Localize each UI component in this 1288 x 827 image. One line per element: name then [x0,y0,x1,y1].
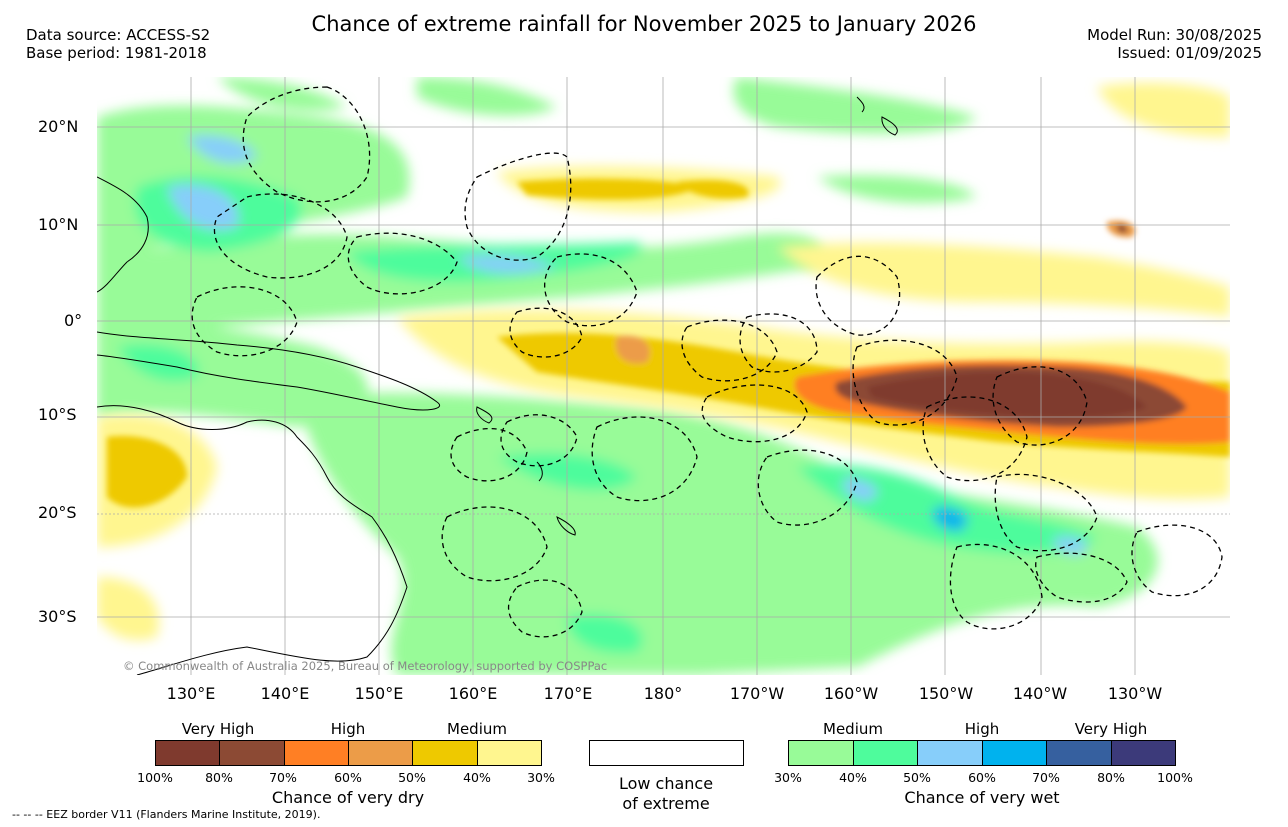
metadata-right: Model Run: 30/08/2025 Issued: 01/09/2025 [1087,26,1262,62]
rainfall-map [97,77,1230,675]
dry-swatch-4 [348,741,414,765]
dry-caption: Chance of very dry [271,788,425,807]
dry-swatch-3 [284,741,349,765]
lon-label-180: 180° [643,684,683,703]
lon-label-140w: 140°W [1012,684,1068,703]
new-caledonia-coastline [556,516,576,536]
model-run-label: Model Run: 30/08/2025 [1087,26,1262,44]
data-source-label: Data source: ACCESS-S2 [26,26,211,44]
wet-heading-medium: Medium [823,720,883,738]
wet-anomaly-layer [97,77,1158,675]
dry-tick: 30% [527,770,555,785]
dry-swatch-1 [156,741,221,765]
solomon-islands [476,406,493,424]
wet-swatch-6 [1111,741,1175,765]
philippines-coastline [97,176,149,293]
low-chance-label-line2: of extreme [622,794,710,813]
dry-tick: 70% [269,770,297,785]
australia-coastline [97,405,408,675]
lon-label-130w: 130°W [1107,684,1163,703]
lat-label-30s: 30°S [38,607,77,626]
wet-tick: 80% [1097,770,1125,785]
vanuatu-coastline [536,461,543,482]
dry-tick: 80% [205,770,233,785]
wet-swatch-5 [1047,741,1112,765]
wet-swatch-4 [982,741,1047,765]
graticule [97,77,1230,675]
issued-label: Issued: 01/09/2025 [1117,44,1262,62]
eez-border-note: -- -- -- EEZ border V11 (Flanders Marine… [12,808,321,821]
lat-label-10s: 10°S [38,405,77,424]
lon-label-160e: 160°E [448,684,498,703]
map-canvas [97,77,1230,675]
wet-tick: 50% [903,770,931,785]
lon-label-140e: 140°E [260,684,310,703]
hawaii-big-island [881,116,898,136]
low-chance-swatch [589,740,744,766]
eez-borders [191,86,1223,638]
dry-tick: 40% [463,770,491,785]
dry-heading-medium: Medium [447,720,507,738]
lat-label-10n: 10°N [38,215,79,234]
wet-tick: 40% [839,770,867,785]
wet-caption: Chance of very wet [904,788,1060,807]
wet-heading-high: High [964,720,1000,738]
copyright-notice: © Commonwealth of Australia 2025, Bureau… [123,659,608,673]
dry-tick: 100% [137,770,173,785]
lon-label-150w: 150°W [918,684,974,703]
lat-label-0: 0° [64,311,83,330]
dry-heading-high: High [330,720,366,738]
map-title: Chance of extreme rainfall for November … [311,12,977,36]
dry-tick: 50% [398,770,426,785]
wet-swatch-2 [853,741,918,765]
lat-label-20s: 20°S [38,503,77,522]
wet-heading-very-high: Very High [1074,720,1148,738]
wet-swatch-3 [918,741,983,765]
dry-color-bar [155,740,542,766]
dry-swatch-2 [220,741,285,765]
dry-swatch-5 [413,741,478,765]
hawaii-islands [856,96,865,113]
coastlines [97,96,898,675]
lon-label-170w: 170°W [729,684,785,703]
wet-tick: 100% [1157,770,1193,785]
metadata-left: Data source: ACCESS-S2 Base period: 1981… [26,26,210,62]
lon-label-170e: 170°E [543,684,593,703]
new-guinea-coastline [97,331,440,411]
wet-tick: 30% [774,770,802,785]
base-period-label: Base period: 1981-2018 [26,44,207,62]
wet-tick: 60% [968,770,996,785]
lon-label-130e: 130°E [166,684,216,703]
wet-color-bar [788,740,1176,766]
dry-swatch-6 [477,741,541,765]
lon-label-150e: 150°E [354,684,404,703]
dry-anomaly-layer [97,82,1230,641]
wet-swatch-1 [789,741,854,765]
dry-heading-very-high: Very High [181,720,255,738]
dry-tick: 60% [334,770,362,785]
lon-label-160w: 160°W [823,684,879,703]
low-chance-label-line1: Low chance [618,774,714,793]
lat-label-20n: 20°N [38,117,79,136]
wet-tick: 70% [1032,770,1060,785]
